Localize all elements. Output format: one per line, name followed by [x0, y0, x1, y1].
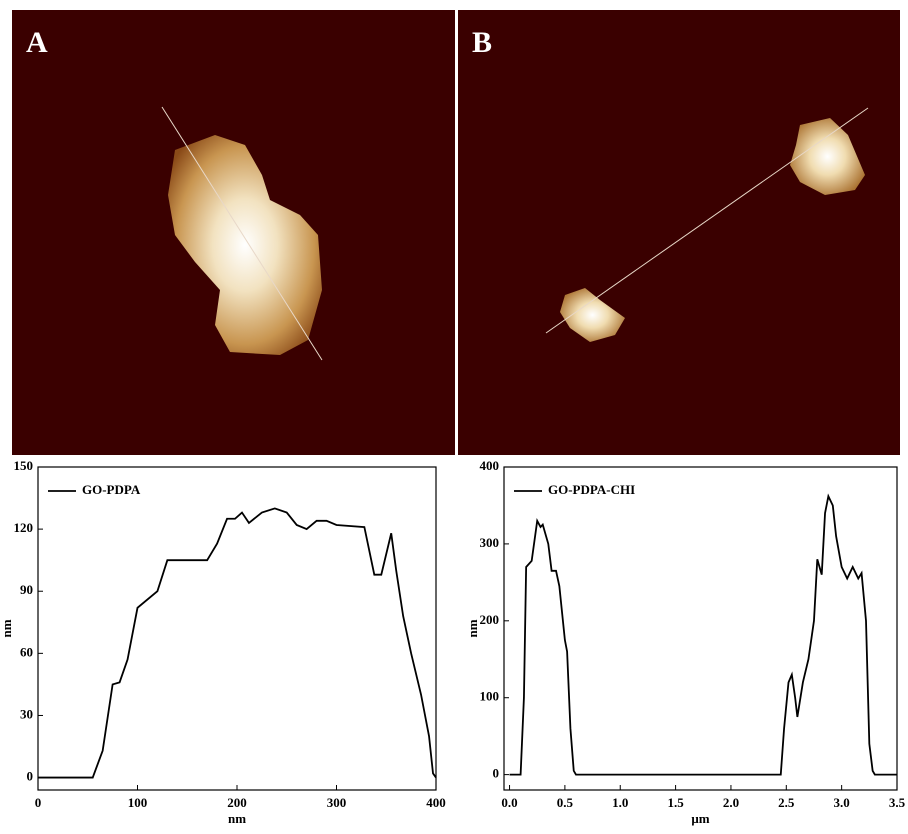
x-tick-label: 100	[128, 795, 148, 810]
data-line	[38, 507, 437, 779]
x-tick-label: 0	[35, 795, 42, 810]
y-tick-label: 300	[480, 535, 500, 550]
x-tick-label: 200	[227, 795, 247, 810]
panel-label: A	[26, 26, 48, 59]
y-tick-label: 400	[480, 458, 500, 473]
profile-line	[545, 107, 869, 334]
particle	[560, 288, 625, 342]
y-axis-label: nm	[0, 619, 14, 637]
x-axis-label: nm	[228, 811, 246, 826]
legend-label: GO-PDPA	[82, 482, 141, 497]
y-tick-label: 0	[27, 769, 34, 784]
x-axis-label: μm	[691, 811, 709, 826]
x-tick-label: 300	[327, 795, 347, 810]
data-line	[509, 493, 897, 776]
y-tick-label: 200	[480, 612, 500, 627]
profile-line	[161, 106, 323, 361]
x-tick-label: 400	[426, 795, 446, 810]
x-tick-label: 1.5	[667, 795, 684, 810]
panel-label: B	[472, 26, 492, 59]
x-tick-label: 1.0	[612, 795, 628, 810]
y-tick-label: 60	[20, 644, 33, 659]
y-tick-label: 0	[493, 766, 500, 781]
legend-label: GO-PDPA-CHI	[548, 482, 635, 497]
plot-frame	[503, 466, 898, 791]
particle	[790, 118, 865, 195]
y-tick-label: 120	[14, 520, 34, 535]
y-axis-label: nm	[465, 619, 480, 637]
plot-frame	[37, 466, 437, 791]
y-tick-label: 30	[20, 706, 33, 721]
x-tick-label: 3.0	[834, 795, 850, 810]
y-tick-label: 100	[480, 689, 500, 704]
afm-image	[458, 10, 900, 455]
x-tick-label: 3.5	[889, 795, 906, 810]
x-tick-label: 0.5	[557, 795, 574, 810]
x-tick-label: 2.0	[723, 795, 739, 810]
x-tick-label: 0.0	[501, 795, 517, 810]
y-tick-label: 90	[20, 582, 33, 597]
y-tick-label: 150	[14, 458, 34, 473]
x-tick-label: 2.5	[778, 795, 795, 810]
